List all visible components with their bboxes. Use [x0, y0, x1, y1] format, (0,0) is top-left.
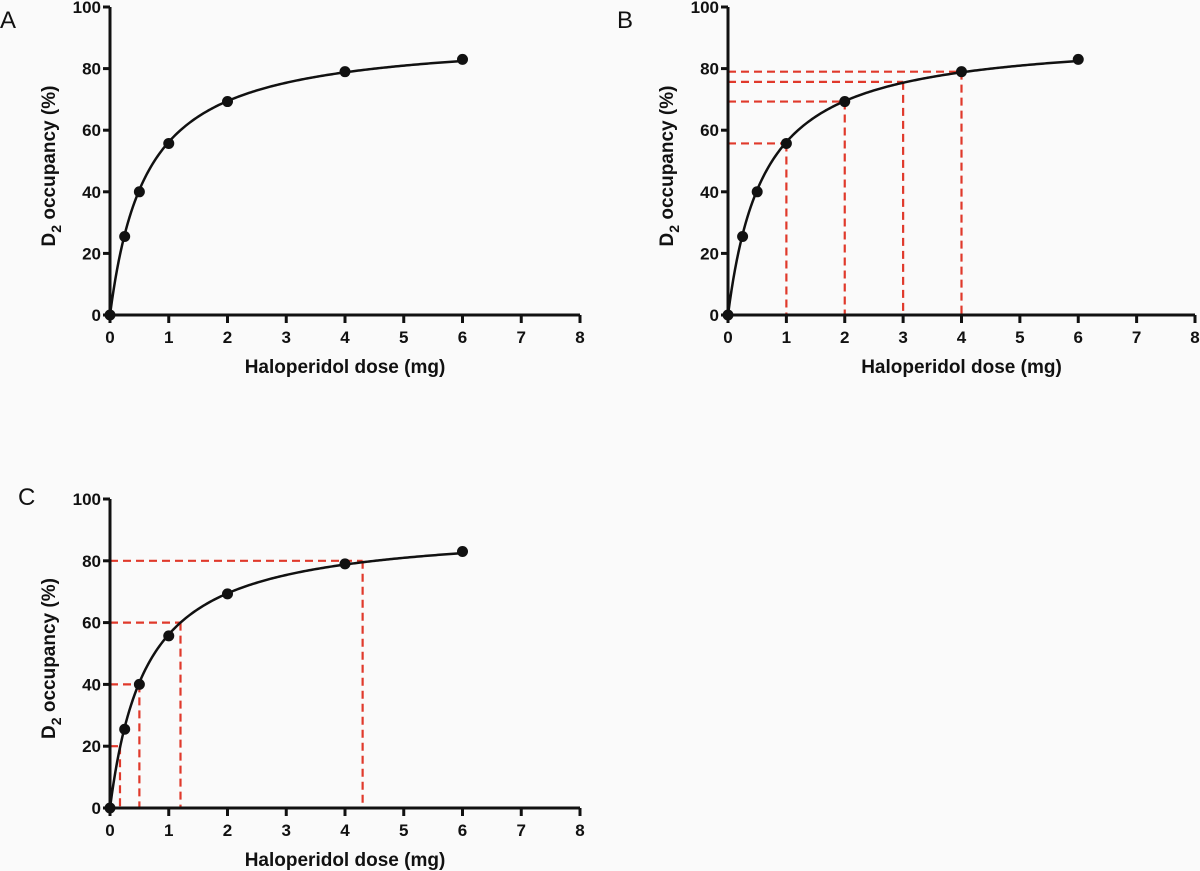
x-tick-label: 2	[840, 328, 849, 347]
panel-b: B 0 20 40 60 80 100 0 1 2 3 4 5 6 7 8 Haloperidol dose (…	[617, 0, 1200, 378]
x-axis-title: Haloperidol dose (mg)	[245, 850, 446, 871]
x-tick-label: 3	[282, 821, 291, 840]
data-point	[133, 186, 145, 198]
data-point	[457, 546, 468, 558]
panel-label: A	[0, 7, 16, 34]
data-point	[339, 66, 351, 78]
y-tick-label: 80	[82, 60, 101, 79]
x-tick-label: 1	[164, 328, 173, 347]
x-tick-label: 7	[1132, 328, 1141, 347]
x-tick-label: 0	[723, 328, 732, 347]
x-tick-label: 4	[340, 821, 350, 840]
x-tick-label: 6	[1074, 328, 1083, 347]
data-point	[839, 96, 851, 108]
x-tick-label: 5	[399, 821, 408, 840]
x-tick-label: 8	[575, 328, 584, 347]
data-point	[780, 137, 792, 149]
data-point	[339, 558, 351, 570]
y-tick-label: 0	[92, 306, 101, 325]
data-point	[737, 230, 749, 242]
panel-label: C	[18, 484, 35, 511]
y-tick-label: 80	[700, 60, 719, 79]
x-tick-label: 7	[517, 821, 526, 840]
data-point	[222, 588, 233, 600]
data-point	[457, 53, 468, 65]
y-tick-label: 100	[691, 0, 719, 17]
x-tick-label: 4	[340, 328, 350, 347]
panel-a: A 0 20 40 60 80 100 0 1 2 3 4 5 6 7 8 Haloperidol dose (…	[0, 0, 585, 378]
x-tick-label: 5	[1015, 328, 1024, 347]
x-tick-label: 8	[1190, 328, 1199, 347]
fit-curve	[108, 551, 463, 809]
x-tick-label: 5	[399, 328, 408, 347]
x-tick-label: 1	[782, 328, 791, 347]
x-tick-label: 6	[458, 821, 467, 840]
data-point	[956, 66, 967, 78]
y-tick-label: 60	[82, 614, 101, 633]
y-tick-label: 0	[710, 306, 719, 325]
y-tick-label: 40	[82, 675, 101, 694]
data-point	[722, 309, 734, 321]
x-tick-label: 1	[164, 821, 173, 840]
y-tick-label: 40	[700, 183, 719, 202]
y-axis-title: D2 occupancy (%)	[39, 578, 64, 739]
data-point	[163, 137, 175, 149]
y-axis-title: D2 occupancy (%)	[657, 86, 682, 247]
y-tick-label: 40	[82, 183, 101, 202]
fit-curve	[108, 59, 463, 316]
x-tick-label: 7	[517, 328, 526, 347]
x-axis-title: Haloperidol dose (mg)	[861, 357, 1062, 378]
x-tick-label: 0	[105, 328, 114, 347]
y-tick-label: 0	[92, 799, 101, 818]
data-point	[163, 630, 175, 642]
y-tick-label: 60	[700, 121, 719, 140]
x-tick-label: 0	[105, 821, 114, 840]
data-point	[133, 678, 145, 690]
panel-c: C 0 20 40 60 80 100 0 1 2 3 4 5 6 7 8 Haloperidol dose (…	[18, 484, 585, 871]
x-tick-label: 3	[282, 328, 291, 347]
data-point	[751, 186, 763, 198]
data-point	[119, 230, 131, 242]
data-point	[119, 723, 131, 735]
x-axis-title: Haloperidol dose (mg)	[245, 357, 446, 378]
y-tick-label: 100	[73, 0, 101, 17]
reference-lines	[728, 70, 963, 315]
x-tick-label: 6	[458, 328, 467, 347]
x-tick-label: 4	[957, 328, 967, 347]
x-tick-label: 3	[898, 328, 907, 347]
data-point	[1072, 53, 1084, 65]
y-tick-label: 20	[700, 244, 719, 263]
panel-label: B	[617, 7, 633, 34]
data-point	[222, 96, 233, 108]
data-point	[104, 309, 116, 321]
y-tick-label: 80	[82, 552, 101, 571]
y-tick-label: 100	[73, 490, 101, 509]
y-tick-label: 60	[82, 121, 101, 140]
x-tick-label: 8	[575, 821, 584, 840]
y-tick-label: 20	[82, 244, 101, 263]
y-axis-title: D2 occupancy (%)	[39, 86, 64, 247]
y-tick-label: 20	[82, 737, 101, 756]
reference-lines	[110, 559, 364, 808]
x-tick-label: 2	[223, 821, 232, 840]
data-point	[104, 802, 116, 814]
x-tick-label: 2	[223, 328, 232, 347]
